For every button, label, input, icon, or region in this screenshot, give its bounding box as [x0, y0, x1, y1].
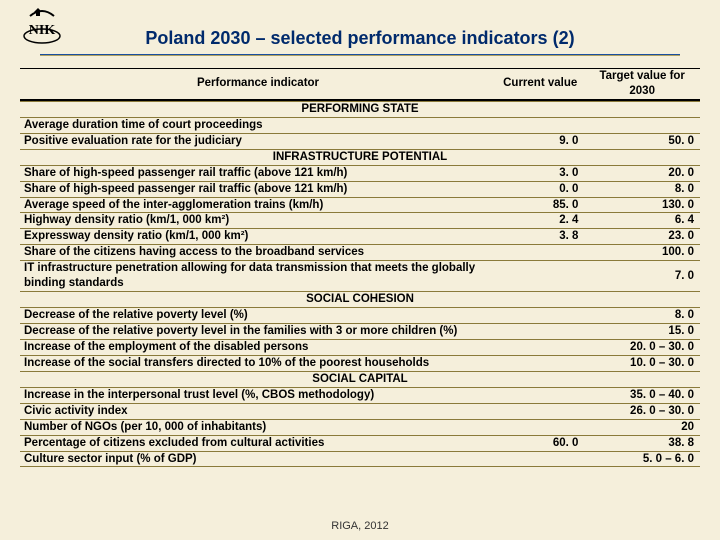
table-row: Increase in the interpersonal trust leve… — [20, 387, 700, 403]
footer-text: RIGA, 2012 — [0, 520, 720, 532]
table-row: Average speed of the inter-agglomeration… — [20, 197, 700, 213]
indicator-cell: Number of NGOs (per 10, 000 of inhabitan… — [20, 419, 496, 435]
current-value-cell: 2. 4 — [496, 213, 584, 229]
indicator-cell: Percentage of citizens excluded from cul… — [20, 435, 496, 451]
target-value-cell — [584, 117, 700, 133]
current-value-cell — [496, 339, 584, 355]
section-header: INFRASTRUCTURE POTENTIAL — [20, 149, 700, 165]
table-row: Civic activity index 26. 0 – 30. 0 — [20, 403, 700, 419]
indicator-cell: Increase in the interpersonal trust leve… — [20, 387, 496, 403]
table-row: Culture sector input (% of GDP) 5. 0 – 6.… — [20, 451, 700, 467]
table-row: IT infrastructure penetration allowing f… — [20, 261, 700, 292]
target-value-cell: 5. 0 – 6. 0 — [584, 451, 700, 467]
table-row: Share of high-speed passenger rail traff… — [20, 181, 700, 197]
table-row: Share of high-speed passenger rail traff… — [20, 165, 700, 181]
target-value-cell: 100. 0 — [584, 245, 700, 261]
current-value-cell — [496, 403, 584, 419]
indicator-cell: Share of high-speed passenger rail traff… — [20, 165, 496, 181]
indicator-cell: Increase of the social transfers directe… — [20, 355, 496, 371]
indicator-cell: Average speed of the inter-agglomeration… — [20, 197, 496, 213]
target-value-cell: 38. 8 — [584, 435, 700, 451]
table-row: Positive evaluation rate for the judicia… — [20, 133, 700, 149]
current-value-cell — [496, 324, 584, 340]
table-container: Performance indicatorCurrent valueTarget… — [20, 68, 700, 467]
current-value-cell: 9. 0 — [496, 133, 584, 149]
current-value-cell: 3. 8 — [496, 229, 584, 245]
target-value-cell: 20. 0 — [584, 165, 700, 181]
table-row: Percentage of citizens excluded from cul… — [20, 435, 700, 451]
indicator-cell: Highway density ratio (km/1, 000 km²) — [20, 213, 496, 229]
target-value-cell: 50. 0 — [584, 133, 700, 149]
target-value-cell: 6. 4 — [584, 213, 700, 229]
indicator-cell: Decrease of the relative poverty level i… — [20, 324, 496, 340]
target-value-cell: 7. 0 — [584, 261, 700, 292]
table-row: Decrease of the relative poverty level (… — [20, 308, 700, 324]
current-value-cell — [496, 308, 584, 324]
target-value-cell: 35. 0 – 40. 0 — [584, 387, 700, 403]
target-value-cell: 8. 0 — [584, 308, 700, 324]
table-row: Increase of the employment of the disabl… — [20, 339, 700, 355]
indicator-cell: Expressway density ratio (km/1, 000 km²) — [20, 229, 496, 245]
indicator-cell: Average duration time of court proceedin… — [20, 117, 496, 133]
target-value-cell: 130. 0 — [584, 197, 700, 213]
target-value-cell: 10. 0 – 30. 0 — [584, 355, 700, 371]
current-value-cell — [496, 117, 584, 133]
current-value-cell — [496, 245, 584, 261]
target-value-cell: 20 — [584, 419, 700, 435]
table-row: Highway density ratio (km/1, 000 km²)2. … — [20, 213, 700, 229]
section-header: SOCIAL COHESION — [20, 292, 700, 308]
indicator-cell: Positive evaluation rate for the judicia… — [20, 133, 496, 149]
table-row: Decrease of the relative poverty level i… — [20, 324, 700, 340]
indicators-table: Performance indicatorCurrent valueTarget… — [20, 68, 700, 467]
table-row: Increase of the social transfers directe… — [20, 355, 700, 371]
target-value-cell: 8. 0 — [584, 181, 700, 197]
section-header: PERFORMING STATE — [20, 101, 700, 117]
title-underline — [40, 54, 680, 56]
current-value-cell — [496, 419, 584, 435]
table-row: Expressway density ratio (km/1, 000 km²)… — [20, 229, 700, 245]
current-value-cell — [496, 387, 584, 403]
table-row: Share of the citizens having access to t… — [20, 245, 700, 261]
col-current-header: Current value — [496, 69, 584, 100]
indicator-cell: Increase of the employment of the disabl… — [20, 339, 496, 355]
target-value-cell: 26. 0 – 30. 0 — [584, 403, 700, 419]
indicator-cell: Civic activity index — [20, 403, 496, 419]
current-value-cell — [496, 355, 584, 371]
indicator-cell: Share of the citizens having access to t… — [20, 245, 496, 261]
indicator-cell: IT infrastructure penetration allowing f… — [20, 261, 496, 292]
col-indicator-header: Performance indicator — [20, 69, 496, 100]
current-value-cell — [496, 261, 584, 292]
current-value-cell: 60. 0 — [496, 435, 584, 451]
indicator-cell: Culture sector input (% of GDP) — [20, 451, 496, 467]
target-value-cell: 20. 0 – 30. 0 — [584, 339, 700, 355]
target-value-cell: 15. 0 — [584, 324, 700, 340]
col-target-header: Target value for 2030 — [584, 69, 700, 100]
current-value-cell: 0. 0 — [496, 181, 584, 197]
current-value-cell: 3. 0 — [496, 165, 584, 181]
current-value-cell — [496, 451, 584, 467]
current-value-cell: 85. 0 — [496, 197, 584, 213]
table-row: Number of NGOs (per 10, 000 of inhabitan… — [20, 419, 700, 435]
section-header: SOCIAL CAPITAL — [20, 371, 700, 387]
indicator-cell: Share of high-speed passenger rail traff… — [20, 181, 496, 197]
indicator-cell: Decrease of the relative poverty level (… — [20, 308, 496, 324]
page-title: Poland 2030 – selected performance indic… — [0, 28, 720, 49]
target-value-cell: 23. 0 — [584, 229, 700, 245]
table-row: Average duration time of court proceedin… — [20, 117, 700, 133]
